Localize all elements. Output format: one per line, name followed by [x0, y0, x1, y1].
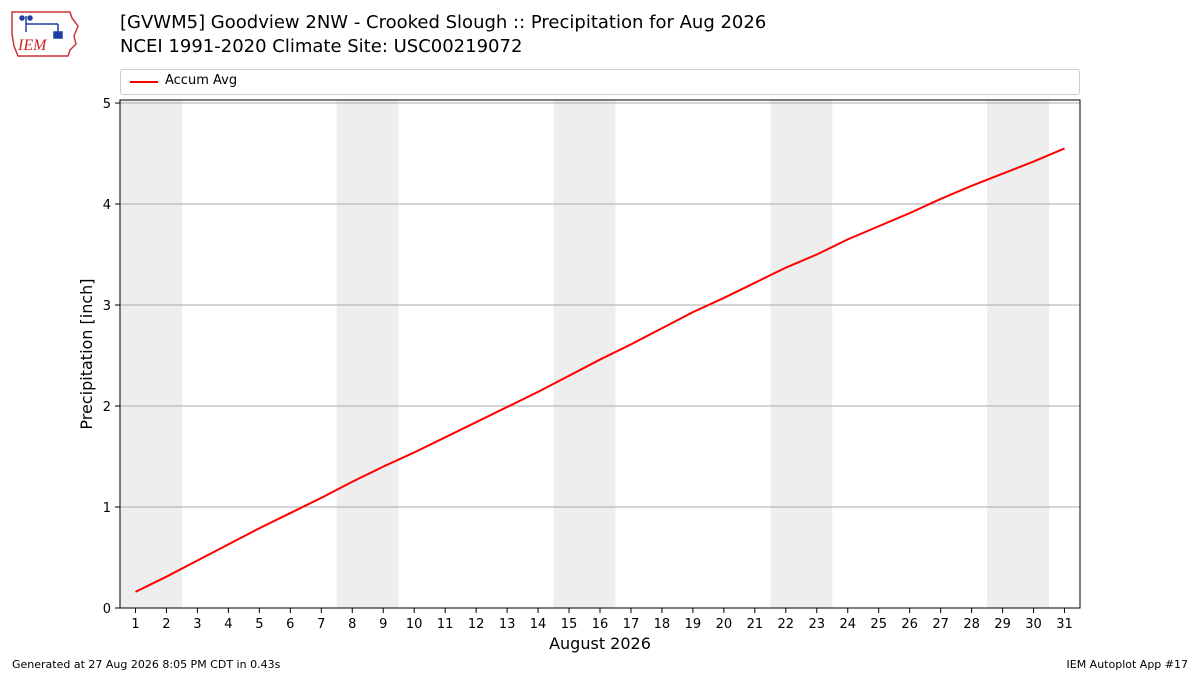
x-tick-label: 11 [437, 617, 454, 632]
weekend-band [987, 100, 1050, 608]
y-tick-label: 4 [103, 198, 111, 213]
chart-title: [GVWM5] Goodview 2NW - Crooked Slough ::… [120, 12, 767, 33]
iem-logo: IEM [11, 11, 79, 57]
footer-generated: Generated at 27 Aug 2026 8:05 PM CDT in … [12, 658, 281, 671]
y-tick-label: 1 [103, 501, 111, 516]
x-tick-label: 5 [255, 617, 263, 632]
y-tick-label: 2 [103, 400, 111, 415]
x-tick-label: 30 [1025, 617, 1042, 632]
x-tick-label: 26 [901, 617, 918, 632]
y-tick-label: 3 [103, 299, 111, 314]
x-tick-label: 21 [747, 617, 764, 632]
legend-line-swatch [130, 81, 158, 83]
y-tick-label: 5 [103, 97, 111, 112]
x-tick-label: 23 [809, 617, 826, 632]
weather-station-icon [19, 15, 63, 39]
weekend-band [120, 100, 182, 608]
x-tick-label: 12 [468, 617, 485, 632]
x-tick-label: 10 [406, 617, 423, 632]
x-axis-label: August 2026 [549, 634, 651, 653]
x-tick-label: 8 [348, 617, 356, 632]
weekend-band [336, 100, 399, 608]
x-tick-label: 2 [162, 617, 170, 632]
series-line-accum-avg [135, 147, 1065, 593]
y-axis-label: Precipitation [inch] [77, 278, 96, 429]
x-tick-label: 15 [561, 617, 578, 632]
x-tick-label: 9 [379, 617, 387, 632]
legend: Accum Avg [120, 69, 1080, 95]
weekend-band [553, 100, 616, 608]
chart-subtitle: NCEI 1991-2020 Climate Site: USC00219072 [120, 36, 523, 57]
x-tick-label: 3 [193, 617, 201, 632]
x-tick-label: 28 [963, 617, 980, 632]
x-tick-label: 14 [530, 617, 547, 632]
legend-label: Accum Avg [165, 73, 238, 88]
iowa-outline-icon [11, 11, 79, 57]
x-tick-label: 22 [778, 617, 795, 632]
x-tick-label: 20 [716, 617, 733, 632]
x-tick-label: 1 [131, 617, 139, 632]
x-tick-label: 7 [317, 617, 325, 632]
weekend-band [770, 100, 833, 608]
x-tick-label: 13 [499, 617, 516, 632]
footer-app: IEM Autoplot App #17 [1066, 658, 1189, 671]
x-tick-label: 25 [870, 617, 887, 632]
x-tick-label: 29 [994, 617, 1011, 632]
x-tick-label: 17 [623, 617, 640, 632]
x-tick-label: 31 [1056, 617, 1073, 632]
y-tick-label: 0 [103, 602, 111, 617]
x-tick-label: 19 [685, 617, 702, 632]
x-tick-label: 16 [592, 617, 609, 632]
logo-text: IEM [17, 37, 48, 54]
x-tick-label: 18 [654, 617, 671, 632]
x-tick-label: 27 [932, 617, 949, 632]
x-tick-label: 24 [839, 617, 856, 632]
x-tick-label: 6 [286, 617, 294, 632]
x-tick-label: 4 [224, 617, 232, 632]
